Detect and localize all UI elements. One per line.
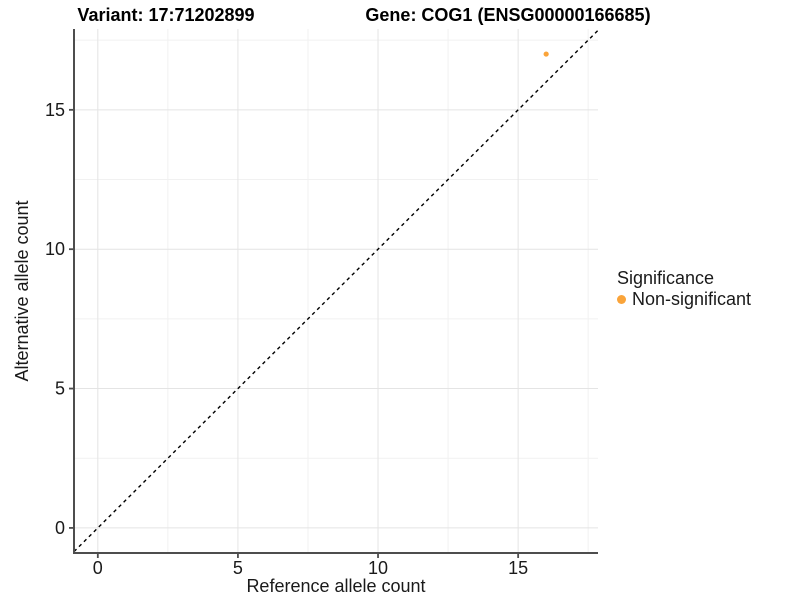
data-points <box>543 51 549 57</box>
legend-item: Non-significant <box>617 289 751 310</box>
legend: Significance Non-significant <box>617 268 751 310</box>
axis-tick-labels: 0 5 10 15 0 5 10 15 <box>45 100 528 578</box>
svg-text:10: 10 <box>368 558 388 578</box>
gene-title: Gene: COG1 (ENSG00000166685) <box>365 5 651 25</box>
axis-ticks <box>69 108 520 558</box>
grid-major-lines <box>74 29 598 553</box>
legend-items: Non-significant <box>617 289 751 310</box>
grid-minor-lines <box>74 29 598 553</box>
y-axis-title: Alternative allele count <box>12 200 32 381</box>
svg-text:5: 5 <box>55 379 65 399</box>
identity-dashed-line <box>73 29 599 553</box>
svg-text:5: 5 <box>233 558 243 578</box>
legend-item-label: Non-significant <box>632 289 752 309</box>
svg-text:10: 10 <box>45 239 65 259</box>
x-axis-title: Reference allele count <box>246 576 425 596</box>
legend-title: Significance <box>617 268 715 288</box>
legend-key-dot <box>617 295 626 304</box>
svg-text:0: 0 <box>55 518 65 538</box>
svg-text:15: 15 <box>508 558 528 578</box>
svg-text:0: 0 <box>93 558 103 578</box>
svg-text:15: 15 <box>45 100 65 120</box>
axis-lines <box>73 29 598 554</box>
variant-title: Variant: 17:71202899 <box>77 5 255 25</box>
